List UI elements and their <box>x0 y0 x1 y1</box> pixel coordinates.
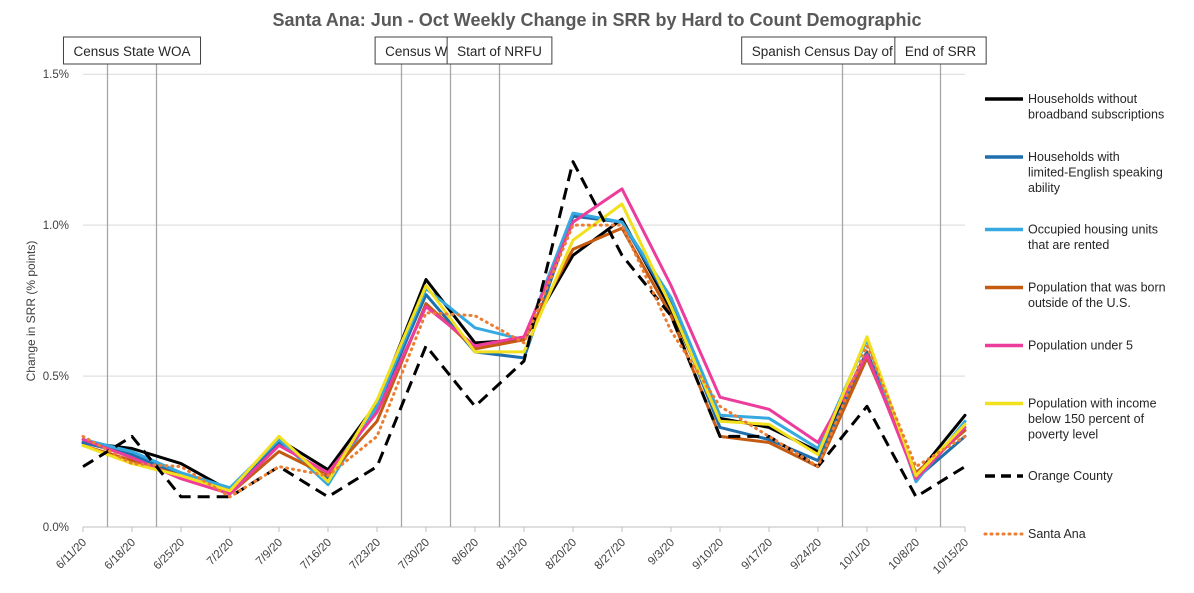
y-tick-label: 1.5% <box>43 69 69 81</box>
x-tick-label: 7/16/20 <box>299 537 335 573</box>
legend-label: Population that was born outside of the U… <box>1028 281 1166 311</box>
legend-label: Households without broadband subscription… <box>1028 92 1164 122</box>
event-annotation: Start of NRFU <box>446 36 553 65</box>
x-tick-label: 6/25/20 <box>152 537 188 573</box>
event-annotation-label: Census State WOA <box>73 44 190 59</box>
series-line <box>81 187 967 496</box>
x-tick-label: 9/17/20 <box>740 537 776 573</box>
x-tick-label: 8/20/20 <box>544 537 580 573</box>
y-tick-label: 0.0% <box>43 522 69 534</box>
x-tick-label: 10/8/20 <box>887 537 923 573</box>
axes: 0.0% 0.5% 1.0% 1.5% 6/11/20 6/18/20 6/25/20 7/2… <box>43 69 971 577</box>
series-line <box>82 160 966 499</box>
x-tick-label: 7/23/20 <box>348 537 384 573</box>
x-tick-label: 7/2/20 <box>205 537 236 568</box>
x-tick-label: 10/15/20 <box>931 537 971 577</box>
event-lines <box>106 44 942 527</box>
x-tick-label: 8/6/20 <box>450 537 481 568</box>
legend-label: Occupied housing units that are rented <box>1028 223 1158 253</box>
x-tick-label: 8/13/20 <box>495 537 531 573</box>
x-tick-label: 8/27/20 <box>593 537 629 573</box>
legend-label: Population under 5 <box>1028 339 1133 353</box>
y-tick-label: 0.5% <box>43 371 69 383</box>
event-annotation-box <box>62 36 202 65</box>
event-annotation-label: Census WOA <box>385 44 467 59</box>
x-tick-label: 6/11/20 <box>54 537 89 572</box>
series-line <box>81 223 967 499</box>
event-annotation-label: End of SRR <box>905 44 977 59</box>
y-axis-label: Change in SRR (% points) <box>24 241 38 382</box>
legend-label: Population with income below 150 percent … <box>1028 397 1157 442</box>
x-tick-label: 7/30/20 <box>397 537 433 573</box>
event-annotation-label: Spanish Census Day of Action <box>752 44 934 59</box>
series-lines <box>81 160 967 499</box>
event-annotation-label: Start of NRFU <box>457 44 542 59</box>
legend-label: Orange County <box>1028 469 1114 483</box>
series-line <box>81 202 967 493</box>
chart-title: Santa Ana: Jun - Oct Weekly Change in SR… <box>272 10 921 30</box>
event-annotation-box <box>894 36 987 65</box>
gridlines <box>83 73 965 377</box>
legend: Households without broadband subscription… <box>983 92 1166 541</box>
x-tick-label: 9/10/20 <box>691 537 727 573</box>
legend-label: Santa Ana <box>1028 527 1086 541</box>
event-annotation: Census State WOA <box>62 36 202 65</box>
x-tick-label: 6/18/20 <box>103 537 139 573</box>
legend-label: Households with limited-English speaking a… <box>1028 150 1163 195</box>
event-annotation: End of SRR <box>894 36 987 65</box>
x-tick-label: 9/24/20 <box>789 537 825 573</box>
x-tick-label: 7/9/20 <box>254 537 285 568</box>
x-tick-label: 9/3/20 <box>646 537 677 568</box>
y-tick-label: 1.0% <box>43 220 69 232</box>
x-tick-label: 10/1/20 <box>838 537 874 573</box>
event-annotation-box <box>446 36 553 65</box>
